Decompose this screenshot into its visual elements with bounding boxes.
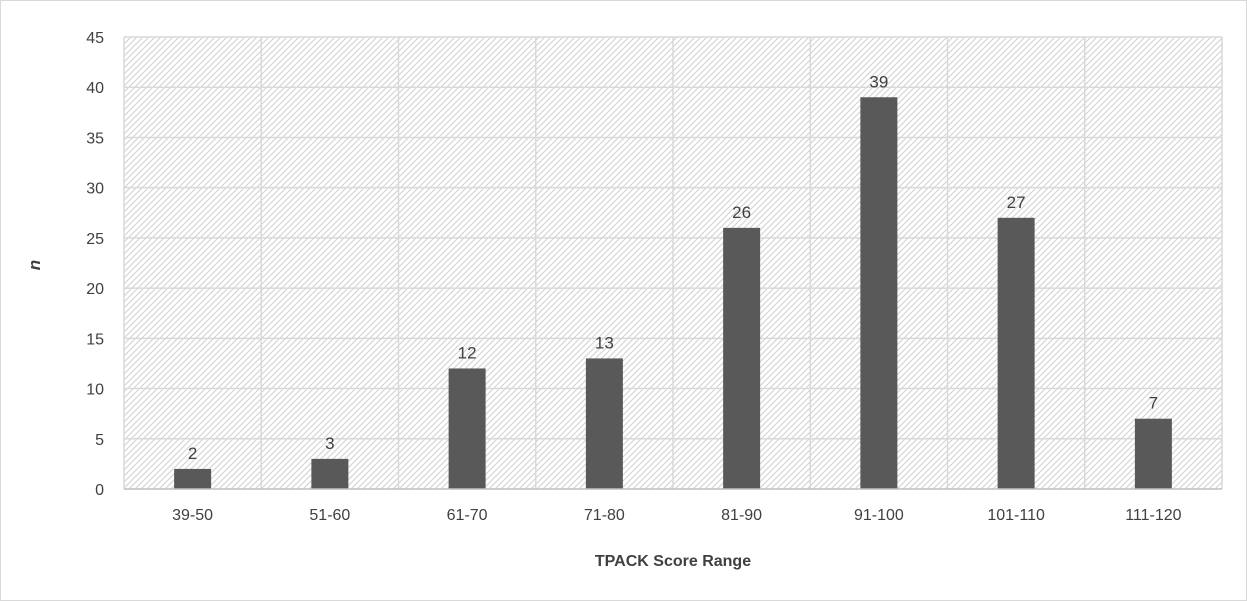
data-label-81-90: 26 (732, 203, 751, 222)
data-label-51-60: 3 (325, 434, 334, 453)
y-axis-title: n (25, 260, 44, 270)
y-tick-label: 25 (86, 231, 104, 248)
data-label-61-70: 12 (458, 343, 477, 362)
x-tick-label: 51-60 (309, 507, 350, 524)
bar-61-70 (448, 368, 486, 489)
bar-71-80 (585, 358, 623, 489)
data-label-91-100: 39 (869, 72, 888, 91)
x-tick-label: 111-120 (1125, 507, 1181, 524)
x-axis-ticks: 39-50 51-60 61-70 71-80 81-90 91-100 101-110 11… (172, 507, 1181, 524)
data-label-101-110: 27 (1007, 193, 1026, 212)
bar-101-110 (997, 217, 1035, 490)
bar-91-100 (860, 97, 898, 490)
x-axis-title: TPACK Score Range (595, 553, 751, 570)
bar-111-120 (1134, 418, 1172, 489)
bars (174, 97, 1172, 490)
gridlines (123, 36, 1223, 489)
y-axis-ticks: 0 5 10 15 20 25 30 35 40 45 (86, 30, 104, 499)
data-label-71-80: 13 (595, 333, 614, 352)
data-label-111-120: 7 (1149, 394, 1158, 413)
x-tick-label: 101-110 (987, 507, 1045, 524)
data-labels: 2 3 12 13 26 39 27 7 (188, 72, 1158, 463)
x-tick-label: 39-50 (172, 507, 213, 524)
y-tick-label: 20 (86, 281, 104, 298)
x-tick-label: 81-90 (721, 507, 762, 524)
x-tick-label: 91-100 (854, 507, 904, 524)
data-label-39-50: 2 (188, 444, 197, 463)
y-tick-label: 45 (86, 30, 104, 47)
y-tick-label: 0 (95, 482, 104, 499)
y-tick-label: 10 (86, 382, 104, 399)
bar-51-60 (311, 458, 349, 489)
y-tick-label: 35 (86, 130, 104, 147)
y-tick-label: 40 (86, 80, 104, 97)
bar-81-90 (723, 227, 761, 489)
x-tick-label: 61-70 (447, 507, 488, 524)
y-tick-label: 5 (95, 432, 104, 449)
y-tick-label: 30 (86, 181, 104, 198)
bar-39-50 (174, 468, 212, 489)
y-tick-label: 15 (86, 331, 104, 348)
x-tick-label: 71-80 (584, 507, 625, 524)
